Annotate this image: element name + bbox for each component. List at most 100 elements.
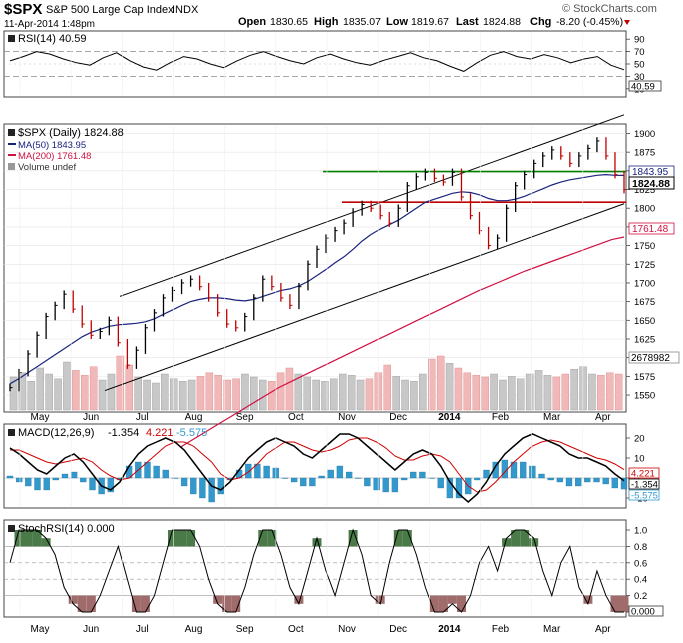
stoch-overbought-fill (41, 538, 51, 547)
macd-histogram-bar (419, 471, 426, 479)
macd-tick-10: 10 (634, 454, 645, 465)
stoch-overbought-fill (186, 530, 196, 547)
price-tick-1900: 1900 (634, 129, 655, 140)
last-label: Last (456, 16, 479, 28)
last-value: 1824.88 (483, 16, 521, 28)
price-panel (3, 123, 627, 413)
month-label: Mar (543, 624, 561, 635)
ma200-line (179, 236, 625, 448)
volume-bar (463, 372, 472, 411)
stochrsi-label-swatch (8, 525, 15, 532)
macd-histogram-bar (327, 469, 334, 479)
macd-histogram-bar (556, 477, 564, 483)
down-arrow-icon (624, 20, 630, 25)
volume-bar (143, 379, 151, 411)
stoch-overbought-fill (348, 530, 358, 547)
volume-bar (436, 355, 445, 411)
volume-bar (588, 373, 596, 411)
month-label: Jul (136, 412, 149, 423)
stoch-oversold-fill (131, 595, 141, 612)
volume-bar (223, 379, 231, 411)
ma200-label: MA(200) 1761.48 (18, 151, 91, 162)
macd-histogram-bar (217, 477, 224, 495)
ma200-tag-value: 1761.48 (632, 224, 669, 235)
volume-label: Volume undef (18, 162, 76, 173)
month-label: Dec (389, 624, 407, 635)
volume-bar (276, 372, 285, 411)
macd-histogram-bar (584, 477, 591, 483)
month-label: Nov (338, 412, 356, 423)
macd-histogram-bar (483, 469, 490, 479)
month-label: Apr (595, 624, 611, 635)
stoch-oversold-fill (583, 595, 593, 604)
stoch-oversold-fill (213, 595, 223, 604)
volume-bar (445, 363, 454, 411)
volume-bar (570, 369, 578, 411)
month-label: Jun (83, 624, 99, 635)
macd-histogram-bar (6, 475, 14, 479)
price-tick-1725: 1725 (634, 260, 655, 271)
ma200-swatch (8, 154, 16, 156)
stoch-overbought-fill (258, 530, 268, 547)
macd-hist-tag (628, 489, 660, 501)
volume-bar (152, 382, 160, 411)
stoch-oversold-fill (86, 595, 96, 612)
high-value: 1835.07 (343, 16, 381, 28)
stoch-oversold-fill (438, 595, 448, 612)
volume-bar (508, 376, 516, 411)
low-label: Low (386, 16, 408, 28)
stoch-oversold-fill (447, 595, 457, 604)
volume-bar (116, 355, 125, 411)
ma50-swatch (8, 143, 16, 145)
header: $SPX S&P 500 Large Cap Index INDX © Stoc… (4, 1, 657, 30)
macd-histogram-bar (565, 477, 573, 487)
macd-histogram-bar (61, 473, 69, 479)
volume-bar (339, 373, 347, 411)
volume-bar (428, 358, 436, 411)
last-price-tag (628, 176, 675, 190)
price-chart: 1550157516001625165016751700172517501775… (4, 114, 655, 448)
stoch-overbought-fill (14, 530, 24, 547)
stoch-tick-1: 1.0 (634, 526, 647, 537)
stoch-oversold-fill (77, 595, 87, 612)
rsi-tick-90: 90 (634, 35, 645, 46)
stoch-overbought-fill (520, 530, 530, 547)
volume-bar (89, 366, 98, 411)
stochrsi-line (9, 528, 624, 613)
stochrsi-panel (3, 519, 627, 618)
macd-histogram-bar (382, 477, 389, 493)
macd-histogram-bar (575, 477, 582, 487)
ma50-tag-value: 1843.95 (632, 167, 669, 178)
month-label: Apr (595, 412, 611, 423)
macd-signal-tag (628, 467, 660, 479)
ma50-line (9, 173, 625, 385)
open-label: Open (238, 16, 266, 28)
volume-bar (267, 381, 276, 411)
stoch-oversold-fill (140, 595, 150, 612)
channel-lower-line (104, 203, 625, 392)
macd-histogram-bar (107, 477, 114, 493)
stoch-tick-0.4: 0.4 (634, 575, 647, 586)
month-label: Mar (543, 412, 561, 423)
volume-bar (241, 373, 249, 411)
volume-bar (27, 381, 36, 411)
volume-bar (63, 361, 71, 411)
macd-signal-line (10, 437, 625, 493)
low-value: 1819.67 (411, 16, 449, 28)
stoch-overbought-fill (529, 538, 539, 547)
volume-bar (232, 378, 240, 411)
month-label: Sep (236, 412, 254, 423)
month-label: Aug (185, 412, 203, 423)
stochrsi-current-value: 0.000 (631, 607, 655, 618)
price-tick-1625: 1625 (634, 335, 655, 346)
macd-histogram-bar (80, 477, 87, 483)
macd-histogram-bar (410, 471, 417, 479)
macd-histogram-bar (52, 477, 59, 481)
volume-bar (499, 379, 507, 411)
date-axis: May May Jun Jun Jul Jul Aug Aug Sep Sep Oct Oct Nov N… (19, 33, 611, 635)
volume-bar (98, 379, 107, 411)
exchange-label: INDX (172, 4, 199, 16)
month-label: Feb (492, 624, 510, 635)
month-label: Dec (389, 412, 407, 423)
volume-bar (597, 375, 605, 411)
